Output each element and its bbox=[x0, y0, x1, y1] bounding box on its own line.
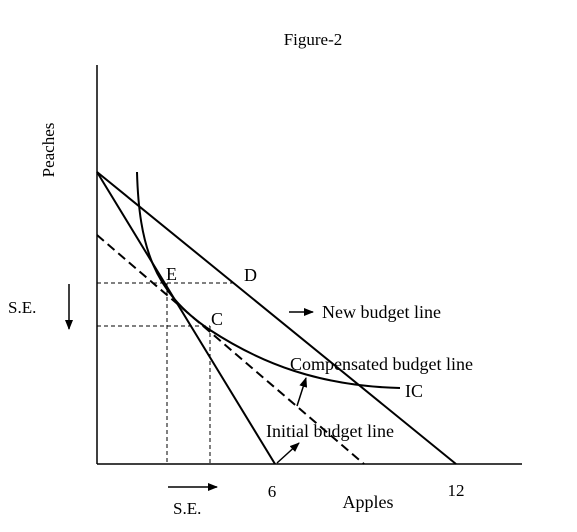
new-budget-line bbox=[96, 171, 457, 465]
x-tick-12: 12 bbox=[448, 481, 465, 500]
initial-budget-line bbox=[96, 171, 276, 465]
point-e-label: E bbox=[166, 264, 177, 284]
y-axis-label: Peaches bbox=[39, 123, 58, 178]
initial-budget-line-arrow bbox=[276, 442, 300, 464]
compensated-budget-line bbox=[96, 234, 365, 465]
x-tick-6: 6 bbox=[268, 482, 277, 501]
point-d-label: D bbox=[244, 265, 257, 285]
point-c-label: C bbox=[211, 309, 223, 329]
compensated-budget-line-label: Compensated budget line bbox=[290, 354, 473, 374]
substitution-effect-horizontal-label: S.E. bbox=[173, 499, 201, 518]
ic-label: IC bbox=[405, 381, 423, 401]
figure-title: Figure-2 bbox=[284, 30, 343, 49]
x-axis-label: Apples bbox=[343, 492, 394, 512]
compensated-budget-line-arrow bbox=[296, 377, 308, 407]
indifference-curve bbox=[136, 171, 401, 389]
substitution-effect-vertical-label: S.E. bbox=[8, 298, 36, 317]
initial-budget-line-label: Initial budget line bbox=[266, 421, 394, 441]
new-budget-line-label: New budget line bbox=[322, 302, 441, 322]
